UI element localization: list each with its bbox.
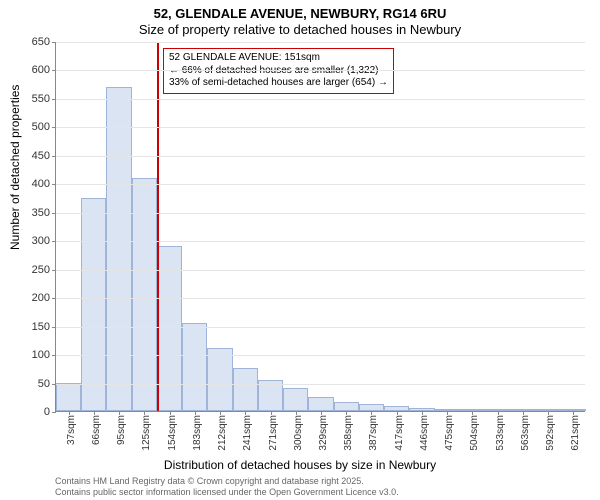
ytick-mark (52, 241, 56, 242)
ytick-label: 150 (32, 321, 50, 333)
x-axis-label: Distribution of detached houses by size … (0, 458, 600, 472)
xtick-label: 95sqm (116, 415, 127, 445)
bar (283, 388, 308, 411)
gridline (56, 184, 585, 185)
gridline (56, 355, 585, 356)
ytick-label: 350 (32, 207, 50, 219)
bar (56, 383, 81, 411)
title-line1: 52, GLENDALE AVENUE, NEWBURY, RG14 6RU (0, 6, 600, 21)
plot-area: 52 GLENDALE AVENUE: 151sqm ← 66% of deta… (55, 42, 585, 412)
bar (182, 323, 207, 411)
bar (157, 246, 182, 411)
xtick-label: 66sqm (91, 415, 102, 445)
ytick-mark (52, 156, 56, 157)
xtick-label: 154sqm (167, 415, 178, 451)
ytick-mark (52, 127, 56, 128)
xtick-label: 241sqm (242, 415, 253, 451)
xtick-label: 533sqm (495, 415, 506, 451)
xtick-label: 329sqm (318, 415, 329, 451)
gridline (56, 127, 585, 128)
xtick-label: 417sqm (394, 415, 405, 451)
ytick-label: 600 (32, 64, 50, 76)
xtick-label: 563sqm (520, 415, 531, 451)
gridline (56, 213, 585, 214)
ytick-label: 550 (32, 93, 50, 105)
annotation-line1: 52 GLENDALE AVENUE: 151sqm (169, 52, 388, 65)
gridline (56, 42, 585, 43)
xtick-label: 300sqm (293, 415, 304, 451)
xtick-label: 592sqm (545, 415, 556, 451)
bar (359, 404, 384, 411)
annotation-line3: 33% of semi-detached houses are larger (… (169, 77, 388, 90)
y-axis-label: Number of detached properties (8, 85, 22, 250)
ytick-label: 50 (38, 378, 50, 390)
ytick-mark (52, 70, 56, 71)
gridline (56, 298, 585, 299)
xtick-label: 358sqm (343, 415, 354, 451)
xtick-label: 387sqm (368, 415, 379, 451)
ytick-mark (52, 270, 56, 271)
xtick-label: 125sqm (141, 415, 152, 451)
gridline (56, 99, 585, 100)
xtick-label: 183sqm (192, 415, 203, 451)
ytick-mark (52, 99, 56, 100)
ytick-label: 250 (32, 264, 50, 276)
xtick-label: 271sqm (268, 415, 279, 451)
ytick-label: 400 (32, 178, 50, 190)
ytick-mark (52, 327, 56, 328)
gridline (56, 156, 585, 157)
ytick-mark (52, 184, 56, 185)
ytick-label: 200 (32, 292, 50, 304)
ytick-mark (52, 384, 56, 385)
footnote-line2: Contains public sector information licen… (55, 487, 399, 498)
bar (334, 402, 359, 411)
xtick-label: 504sqm (469, 415, 480, 451)
gridline (56, 384, 585, 385)
xtick-label: 621sqm (570, 415, 581, 451)
footnote-line1: Contains HM Land Registry data © Crown c… (55, 476, 399, 487)
gridline (56, 70, 585, 71)
xtick-label: 475sqm (444, 415, 455, 451)
bar (308, 397, 333, 411)
ytick-label: 650 (32, 36, 50, 48)
ytick-mark (52, 355, 56, 356)
ytick-mark (52, 298, 56, 299)
bar (233, 368, 258, 411)
ytick-label: 450 (32, 150, 50, 162)
ytick-label: 500 (32, 121, 50, 133)
ytick-label: 100 (32, 349, 50, 361)
ytick-mark (52, 213, 56, 214)
bar (106, 87, 131, 411)
xtick-label: 212sqm (217, 415, 228, 451)
xtick-label: 37sqm (66, 415, 77, 445)
chart-container: 52, GLENDALE AVENUE, NEWBURY, RG14 6RU S… (0, 0, 600, 500)
gridline (56, 327, 585, 328)
ytick-label: 0 (44, 406, 50, 418)
footnote: Contains HM Land Registry data © Crown c… (55, 476, 399, 498)
bar (81, 198, 106, 411)
xtick-label: 446sqm (419, 415, 430, 451)
ytick-mark (52, 42, 56, 43)
bar (207, 348, 232, 411)
ytick-mark (52, 412, 56, 413)
gridline (56, 270, 585, 271)
gridline (56, 241, 585, 242)
ytick-label: 300 (32, 235, 50, 247)
title-line2: Size of property relative to detached ho… (0, 22, 600, 37)
